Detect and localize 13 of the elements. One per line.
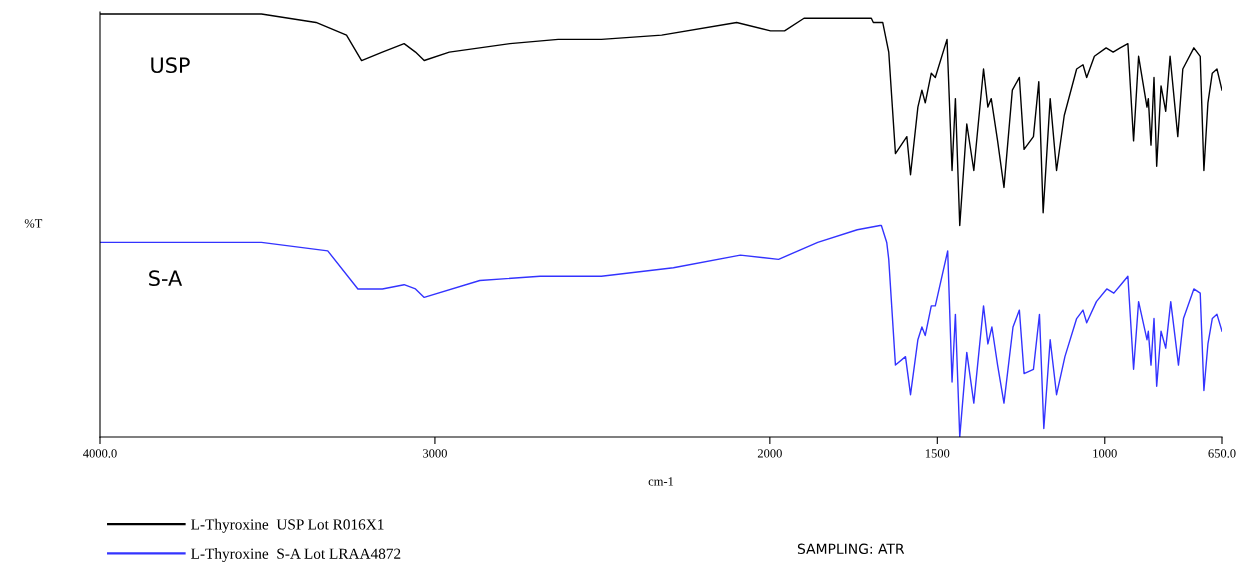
annotation: S-A [149,270,183,287]
x-tick-label: 1500 [925,449,950,458]
annotation: USP [151,57,190,74]
x-tick-label: 2000 [757,449,782,458]
legend-label: L-Thyroxine S-A Lot LRAA4872 [191,548,401,563]
x-tick-label: 3000 [423,449,447,458]
x-tick-label: 650.0 [1208,449,1236,458]
x-tick-label: 1000 [1093,449,1117,458]
y-axis-title: %T [24,219,43,228]
x-tick-label: 4000.0 [83,449,117,458]
legend-label: L-Thyroxine USP Lot R016X1 [191,518,384,533]
x-axis-title: cm-1 [648,477,674,486]
text: SAMPLING: ATR [797,543,905,555]
